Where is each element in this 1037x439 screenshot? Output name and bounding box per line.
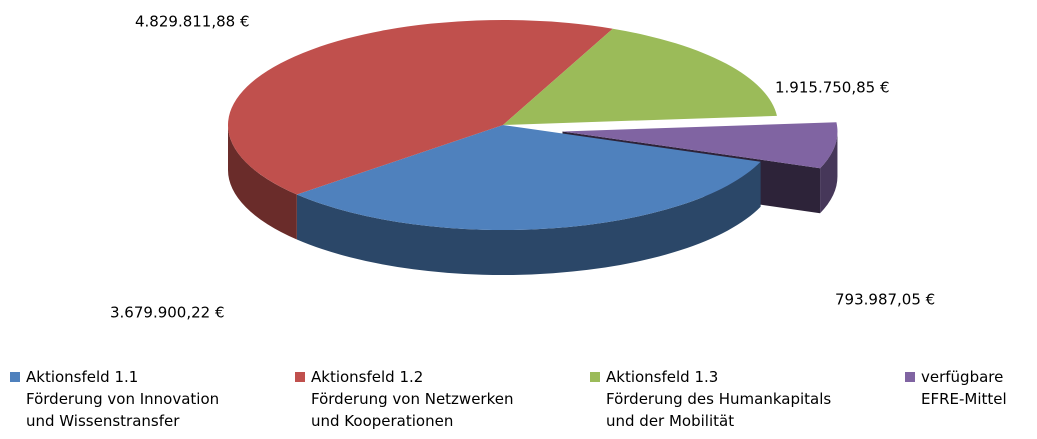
slice-side	[228, 125, 297, 240]
data-label: 793.987,05 €	[835, 291, 935, 309]
legend-item: Aktionsfeld 1.3 Förderung des Humankapit…	[590, 366, 831, 432]
legend-swatch	[590, 372, 600, 382]
slice	[296, 125, 761, 231]
legend-swatch	[295, 372, 305, 382]
pie-area: 3.679.900,22 € 4.829.811,88 € 1.915.750,85…	[110, 13, 935, 322]
slice	[503, 28, 777, 126]
legend-swatch	[10, 372, 20, 382]
slice	[228, 19, 613, 195]
legend-item: verfügbare EFRE-Mittel	[905, 366, 1007, 410]
data-label: 3.679.900,22 €	[110, 304, 225, 322]
slice	[562, 122, 838, 169]
data-label: 4.829.811,88 €	[135, 13, 250, 31]
legend-label: Aktionsfeld 1.3 Förderung des Humankapit…	[606, 368, 832, 430]
legend-swatch	[905, 372, 915, 382]
legend-label: verfügbare EFRE-Mittel	[921, 368, 1007, 408]
slice-side	[296, 161, 761, 276]
legend-item: Aktionsfeld 1.1 Förderung von Innovation…	[10, 366, 219, 432]
legend-item: Aktionsfeld 1.2 Förderung von Netzwerken…	[295, 366, 513, 432]
slice-side	[820, 131, 838, 214]
legend-label: Aktionsfeld 1.1 Förderung von Innovation…	[26, 368, 220, 430]
legend-label: Aktionsfeld 1.2 Förderung von Netzwerken…	[311, 368, 514, 430]
data-label: 1.915.750,85 €	[775, 79, 890, 97]
